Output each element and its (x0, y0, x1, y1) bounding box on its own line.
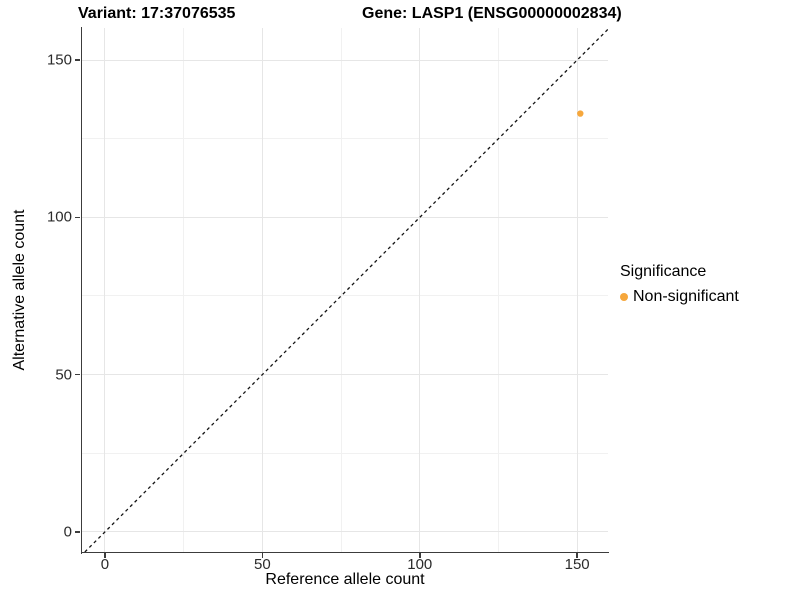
gridline-major-vertical (576, 28, 578, 552)
legend-items: Non-significant (620, 288, 800, 306)
x-tick-label: 0 (100, 556, 110, 573)
x-axis-tick (419, 553, 421, 558)
y-axis-label: Alternative allele count (11, 209, 28, 371)
gridline-major-vertical (104, 28, 106, 552)
gridline-minor-vertical (340, 28, 342, 552)
plot-panel (82, 28, 608, 552)
legend: Significance Non-significant (620, 262, 800, 306)
gene-title: Gene: LASP1 (ENSG00000002834) (362, 5, 622, 22)
gridline-minor-horizontal (82, 295, 608, 297)
gridline-minor-vertical (183, 28, 185, 552)
x-axis-line (80, 551, 609, 554)
y-axis-tick (75, 216, 80, 219)
x-axis-label: Reference allele count (265, 571, 425, 588)
gridline-minor-vertical (497, 28, 499, 552)
x-tick-label: 150 (564, 556, 590, 573)
x-tick-label: 50 (254, 556, 271, 573)
legend-title: Significance (620, 263, 707, 280)
x-axis-tick (261, 553, 264, 558)
y-axis-line (80, 27, 83, 554)
y-tick-label: 150 (46, 51, 72, 69)
gridline-minor-horizontal (82, 138, 608, 140)
y-axis-tick (75, 59, 80, 61)
legend-point-icon (620, 293, 628, 301)
data-point (577, 110, 584, 117)
panel-drawing-layer (84, 28, 608, 552)
gridline-major-horizontal (82, 531, 608, 533)
y-axis-tick (75, 531, 80, 533)
gridline-major-horizontal (82, 216, 608, 218)
gridline-major-horizontal (82, 59, 608, 61)
gridline-minor-horizontal (82, 452, 608, 454)
legend-item-label: Non-significant (633, 288, 739, 305)
y-axis-tick (75, 373, 80, 376)
x-tick-label: 100 (407, 556, 433, 573)
y-tick-label: 0 (63, 523, 72, 541)
legend-item: Non-significant (620, 288, 800, 306)
gridline-major-horizontal (82, 374, 608, 376)
identity-dashed-line (84, 28, 608, 552)
gridline-major-vertical (419, 28, 421, 552)
variant-title: Variant: 17:37076535 (78, 5, 236, 22)
x-axis-tick (576, 553, 578, 558)
gridline-major-vertical (261, 28, 263, 552)
x-axis-tick (104, 553, 106, 558)
y-tick-label: 100 (46, 208, 72, 226)
y-tick-label: 50 (55, 366, 72, 384)
